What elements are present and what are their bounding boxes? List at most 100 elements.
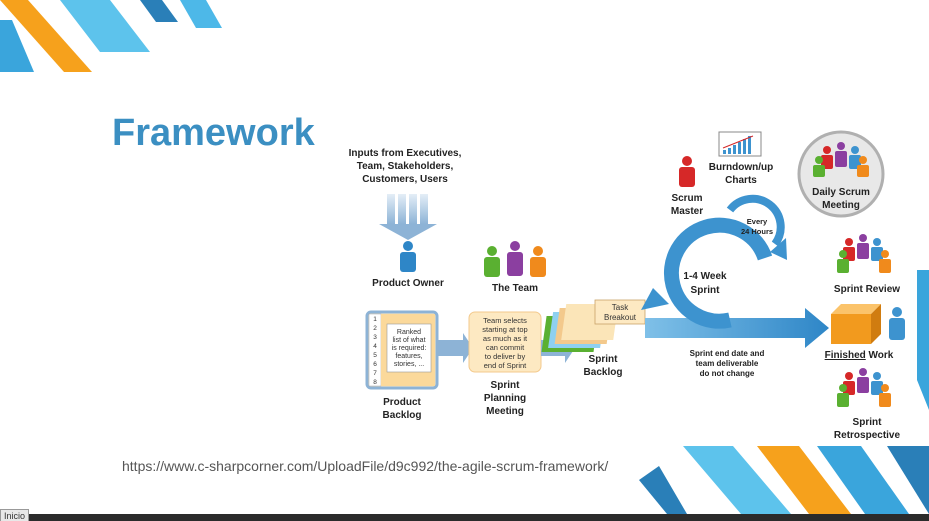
svg-text:Backlog: Backlog bbox=[383, 410, 422, 421]
svg-text:Retrospective: Retrospective bbox=[834, 430, 901, 441]
top-left-decoration bbox=[0, 0, 222, 72]
daily-scrum-circle bbox=[797, 130, 885, 218]
deco-stripe-orange bbox=[0, 0, 92, 72]
svg-text:7: 7 bbox=[373, 370, 377, 377]
backlog-numbers: 1 2 3 4 5 6 7 8 bbox=[373, 316, 377, 386]
deco-stripe-orange-2 bbox=[757, 446, 851, 514]
daily-scrum-people bbox=[813, 142, 869, 177]
main-flow-arrow bbox=[645, 308, 829, 348]
deco-stripe-blue-mid-2 bbox=[817, 446, 909, 514]
product-owner-person bbox=[400, 241, 416, 272]
team-label: The Team bbox=[492, 283, 538, 294]
inputs-line-2: Team, Stakeholders, bbox=[357, 161, 454, 172]
sprint-loop bbox=[663, 217, 773, 329]
svg-text:Sprint: Sprint bbox=[853, 417, 883, 428]
daily-scrum-label: Daily Scrum Meeting bbox=[812, 187, 870, 211]
inputs-line-1: Inputs from Executives, bbox=[349, 148, 462, 159]
every-24-label: Every 24 Hours bbox=[741, 217, 773, 236]
product-backlog-label: Product Backlog bbox=[383, 397, 422, 421]
scrum-master-label: Scrum Master bbox=[671, 193, 703, 217]
svg-text:Daily Scrum: Daily Scrum bbox=[812, 187, 870, 198]
sprint-review-people bbox=[837, 234, 891, 273]
daily-loop bbox=[726, 194, 785, 247]
task-breakout-label: Task Breakout bbox=[604, 303, 637, 322]
bottom-right-decoration bbox=[639, 446, 929, 514]
daily-loop-arrowhead bbox=[770, 238, 787, 260]
svg-text:Sprint: Sprint bbox=[691, 285, 721, 296]
slide-title: Framework bbox=[112, 112, 315, 154]
svg-text:Every: Every bbox=[747, 217, 768, 226]
svg-text:8: 8 bbox=[373, 379, 377, 386]
flow-arrow-backlog bbox=[437, 333, 473, 363]
sprint-end-note: Sprint end date and team deliverable do … bbox=[690, 349, 765, 378]
task-breakout-card bbox=[594, 299, 646, 325]
deco-stripe-blue-dark-2 bbox=[639, 466, 687, 514]
svg-text:Breakout: Breakout bbox=[604, 313, 637, 322]
svg-text:Meeting: Meeting bbox=[822, 200, 860, 211]
svg-text:list of what: list of what bbox=[392, 337, 425, 344]
svg-text:Planning: Planning bbox=[484, 393, 526, 404]
finished-work-label: Finished Work bbox=[825, 350, 894, 361]
svg-text:1: 1 bbox=[373, 316, 377, 323]
team-people bbox=[484, 241, 546, 277]
scrum-framework-diagram: Inputs from Executives, Team, Stakeholde… bbox=[349, 130, 905, 441]
work-word: Work bbox=[866, 350, 894, 361]
svg-text:2: 2 bbox=[373, 325, 377, 332]
burndown-label: Burndown/up Charts bbox=[709, 162, 773, 186]
product-owner-label: Product Owner bbox=[372, 278, 444, 289]
svg-text:Master: Master bbox=[671, 206, 703, 217]
svg-text:3: 3 bbox=[373, 334, 377, 341]
sprint-planning-label: Sprint Planning Meeting bbox=[484, 380, 526, 417]
svg-text:stories, ...: stories, ... bbox=[394, 361, 424, 368]
deco-stripe-blue-light bbox=[60, 0, 150, 52]
svg-text:Sprint: Sprint bbox=[589, 354, 619, 365]
deco-stripe-blue-dark-3 bbox=[887, 446, 929, 514]
svg-text:Backlog: Backlog bbox=[584, 367, 623, 378]
product-backlog-list bbox=[365, 310, 439, 390]
deco-stripe-blue-mid bbox=[0, 20, 34, 72]
planning-note: Team selects starting at top as much as … bbox=[482, 316, 528, 370]
svg-text:do not change: do not change bbox=[700, 369, 755, 378]
right-edge-decoration bbox=[917, 270, 929, 410]
source-url[interactable]: https://www.c-sharpcorner.com/UploadFile… bbox=[122, 458, 609, 474]
scrum-master-person bbox=[679, 156, 695, 187]
svg-text:team deliverable: team deliverable bbox=[696, 359, 759, 368]
svg-text:Charts: Charts bbox=[725, 175, 757, 186]
svg-text:Scrum: Scrum bbox=[671, 193, 702, 204]
finished-work-box bbox=[831, 304, 905, 344]
bottom-bar bbox=[0, 514, 929, 521]
svg-text:to deliver by: to deliver by bbox=[485, 352, 526, 361]
svg-text:4: 4 bbox=[373, 343, 377, 350]
inputs-line-3: Customers, Users bbox=[362, 174, 448, 185]
finished-word: Finished bbox=[825, 350, 866, 361]
svg-text:Burndown/up: Burndown/up bbox=[709, 162, 773, 173]
svg-text:5: 5 bbox=[373, 352, 377, 359]
deco-stripe-blue-small bbox=[180, 0, 222, 28]
sprint-review-label: Sprint Review bbox=[834, 284, 900, 295]
sprint-loop-arrowhead bbox=[641, 288, 669, 310]
deco-stripe-blue-light-2 bbox=[683, 446, 791, 514]
svg-text:Team selects: Team selects bbox=[483, 316, 527, 325]
svg-text:24 Hours: 24 Hours bbox=[741, 227, 773, 236]
svg-text:Ranked: Ranked bbox=[397, 329, 421, 336]
svg-text:starting at top: starting at top bbox=[482, 325, 527, 334]
svg-text:Task: Task bbox=[612, 303, 629, 312]
svg-text:Product: Product bbox=[383, 397, 421, 408]
deco-stripe-blue-dark bbox=[140, 0, 178, 22]
inputs-label: Inputs from Executives, Team, Stakeholde… bbox=[349, 148, 462, 185]
svg-text:is required:: is required: bbox=[392, 345, 427, 352]
svg-text:6: 6 bbox=[373, 361, 377, 368]
sprint-backlog-label: Sprint Backlog bbox=[584, 354, 623, 378]
input-arrows bbox=[379, 194, 437, 240]
burndown-chart-icon bbox=[718, 131, 762, 157]
ranked-list-note: Ranked list of what is required: feature… bbox=[392, 329, 427, 368]
svg-text:Sprint end date and: Sprint end date and bbox=[690, 349, 765, 358]
sprint-retro-people bbox=[837, 368, 891, 407]
status-label[interactable]: Inicio bbox=[0, 509, 30, 521]
sprint-retro-label: Sprint Retrospective bbox=[834, 417, 901, 441]
svg-text:1-4 Week: 1-4 Week bbox=[683, 271, 727, 282]
svg-text:features,: features, bbox=[395, 353, 422, 360]
svg-text:Meeting: Meeting bbox=[486, 406, 524, 417]
svg-text:can commit: can commit bbox=[486, 343, 525, 352]
sprint-loop-label: 1-4 Week Sprint bbox=[683, 271, 727, 296]
